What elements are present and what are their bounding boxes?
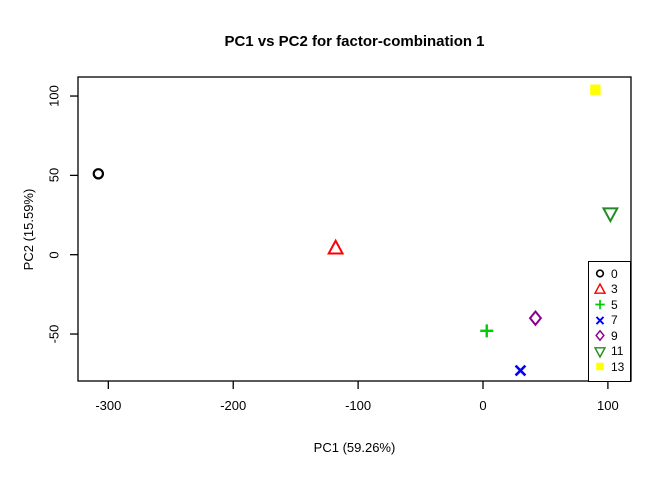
triangle-up-open-icon bbox=[589, 282, 611, 297]
triangle-up-open-marker bbox=[593, 282, 607, 294]
legend-item-9: 9 bbox=[589, 328, 630, 344]
x-tick-label: 0 bbox=[479, 398, 487, 413]
legend-label: 5 bbox=[611, 297, 618, 312]
legend-label: 11 bbox=[611, 344, 624, 359]
x-cross-icon bbox=[589, 313, 611, 328]
data-point-13 bbox=[590, 84, 601, 95]
x-cross-marker bbox=[595, 316, 605, 325]
legend-item-11: 11 bbox=[589, 344, 630, 360]
plus-icon bbox=[589, 297, 611, 312]
diamond-open-marker bbox=[595, 329, 605, 342]
legend-item-13: 13 bbox=[589, 359, 630, 375]
x-tick-label: -300 bbox=[95, 398, 122, 413]
diamond-open-icon bbox=[589, 328, 611, 343]
x-tick-label: -100 bbox=[345, 398, 372, 413]
chart-title: PC1 vs PC2 for factor-combination 1 bbox=[224, 33, 485, 50]
data-point-9 bbox=[528, 309, 543, 327]
data-point-5 bbox=[480, 324, 494, 338]
triangle-down-open-marker bbox=[593, 346, 607, 359]
triangle-down-open-icon bbox=[589, 344, 611, 359]
data-point-0 bbox=[92, 168, 105, 180]
legend-item-7: 7 bbox=[589, 313, 630, 329]
data-point-11 bbox=[601, 207, 619, 224]
x-tick-label: -200 bbox=[220, 398, 247, 413]
legend-label: 0 bbox=[611, 266, 618, 281]
legend-item-3: 3 bbox=[589, 282, 630, 298]
y-tick-label: -50 bbox=[46, 324, 62, 344]
plus-marker bbox=[595, 300, 605, 310]
legend-item-5: 5 bbox=[589, 297, 630, 313]
data-point-3 bbox=[327, 238, 345, 255]
y-tick-label: 0 bbox=[46, 251, 62, 259]
circle-open-icon bbox=[589, 266, 611, 281]
legend-item-0: 0 bbox=[589, 266, 630, 282]
legend-label: 13 bbox=[611, 359, 625, 374]
legend-label: 7 bbox=[611, 313, 618, 328]
legend-label: 3 bbox=[611, 282, 618, 297]
y-tick-label: 50 bbox=[46, 168, 62, 183]
square-filled-icon bbox=[589, 359, 611, 374]
x-axis-title: PC1 (59.26%) bbox=[313, 440, 396, 455]
legend-label: 9 bbox=[611, 328, 618, 343]
legend: 0 3 5 7 9 11 13 bbox=[588, 261, 631, 382]
y-tick-label: 100 bbox=[46, 85, 62, 107]
square-filled-marker bbox=[596, 363, 604, 371]
data-point-7 bbox=[514, 364, 527, 377]
y-axis-title: PC2 (15.59%) bbox=[21, 188, 36, 271]
circle-open-marker bbox=[595, 269, 605, 278]
x-tick-label: 100 bbox=[597, 398, 619, 413]
plot-box bbox=[77, 76, 632, 382]
